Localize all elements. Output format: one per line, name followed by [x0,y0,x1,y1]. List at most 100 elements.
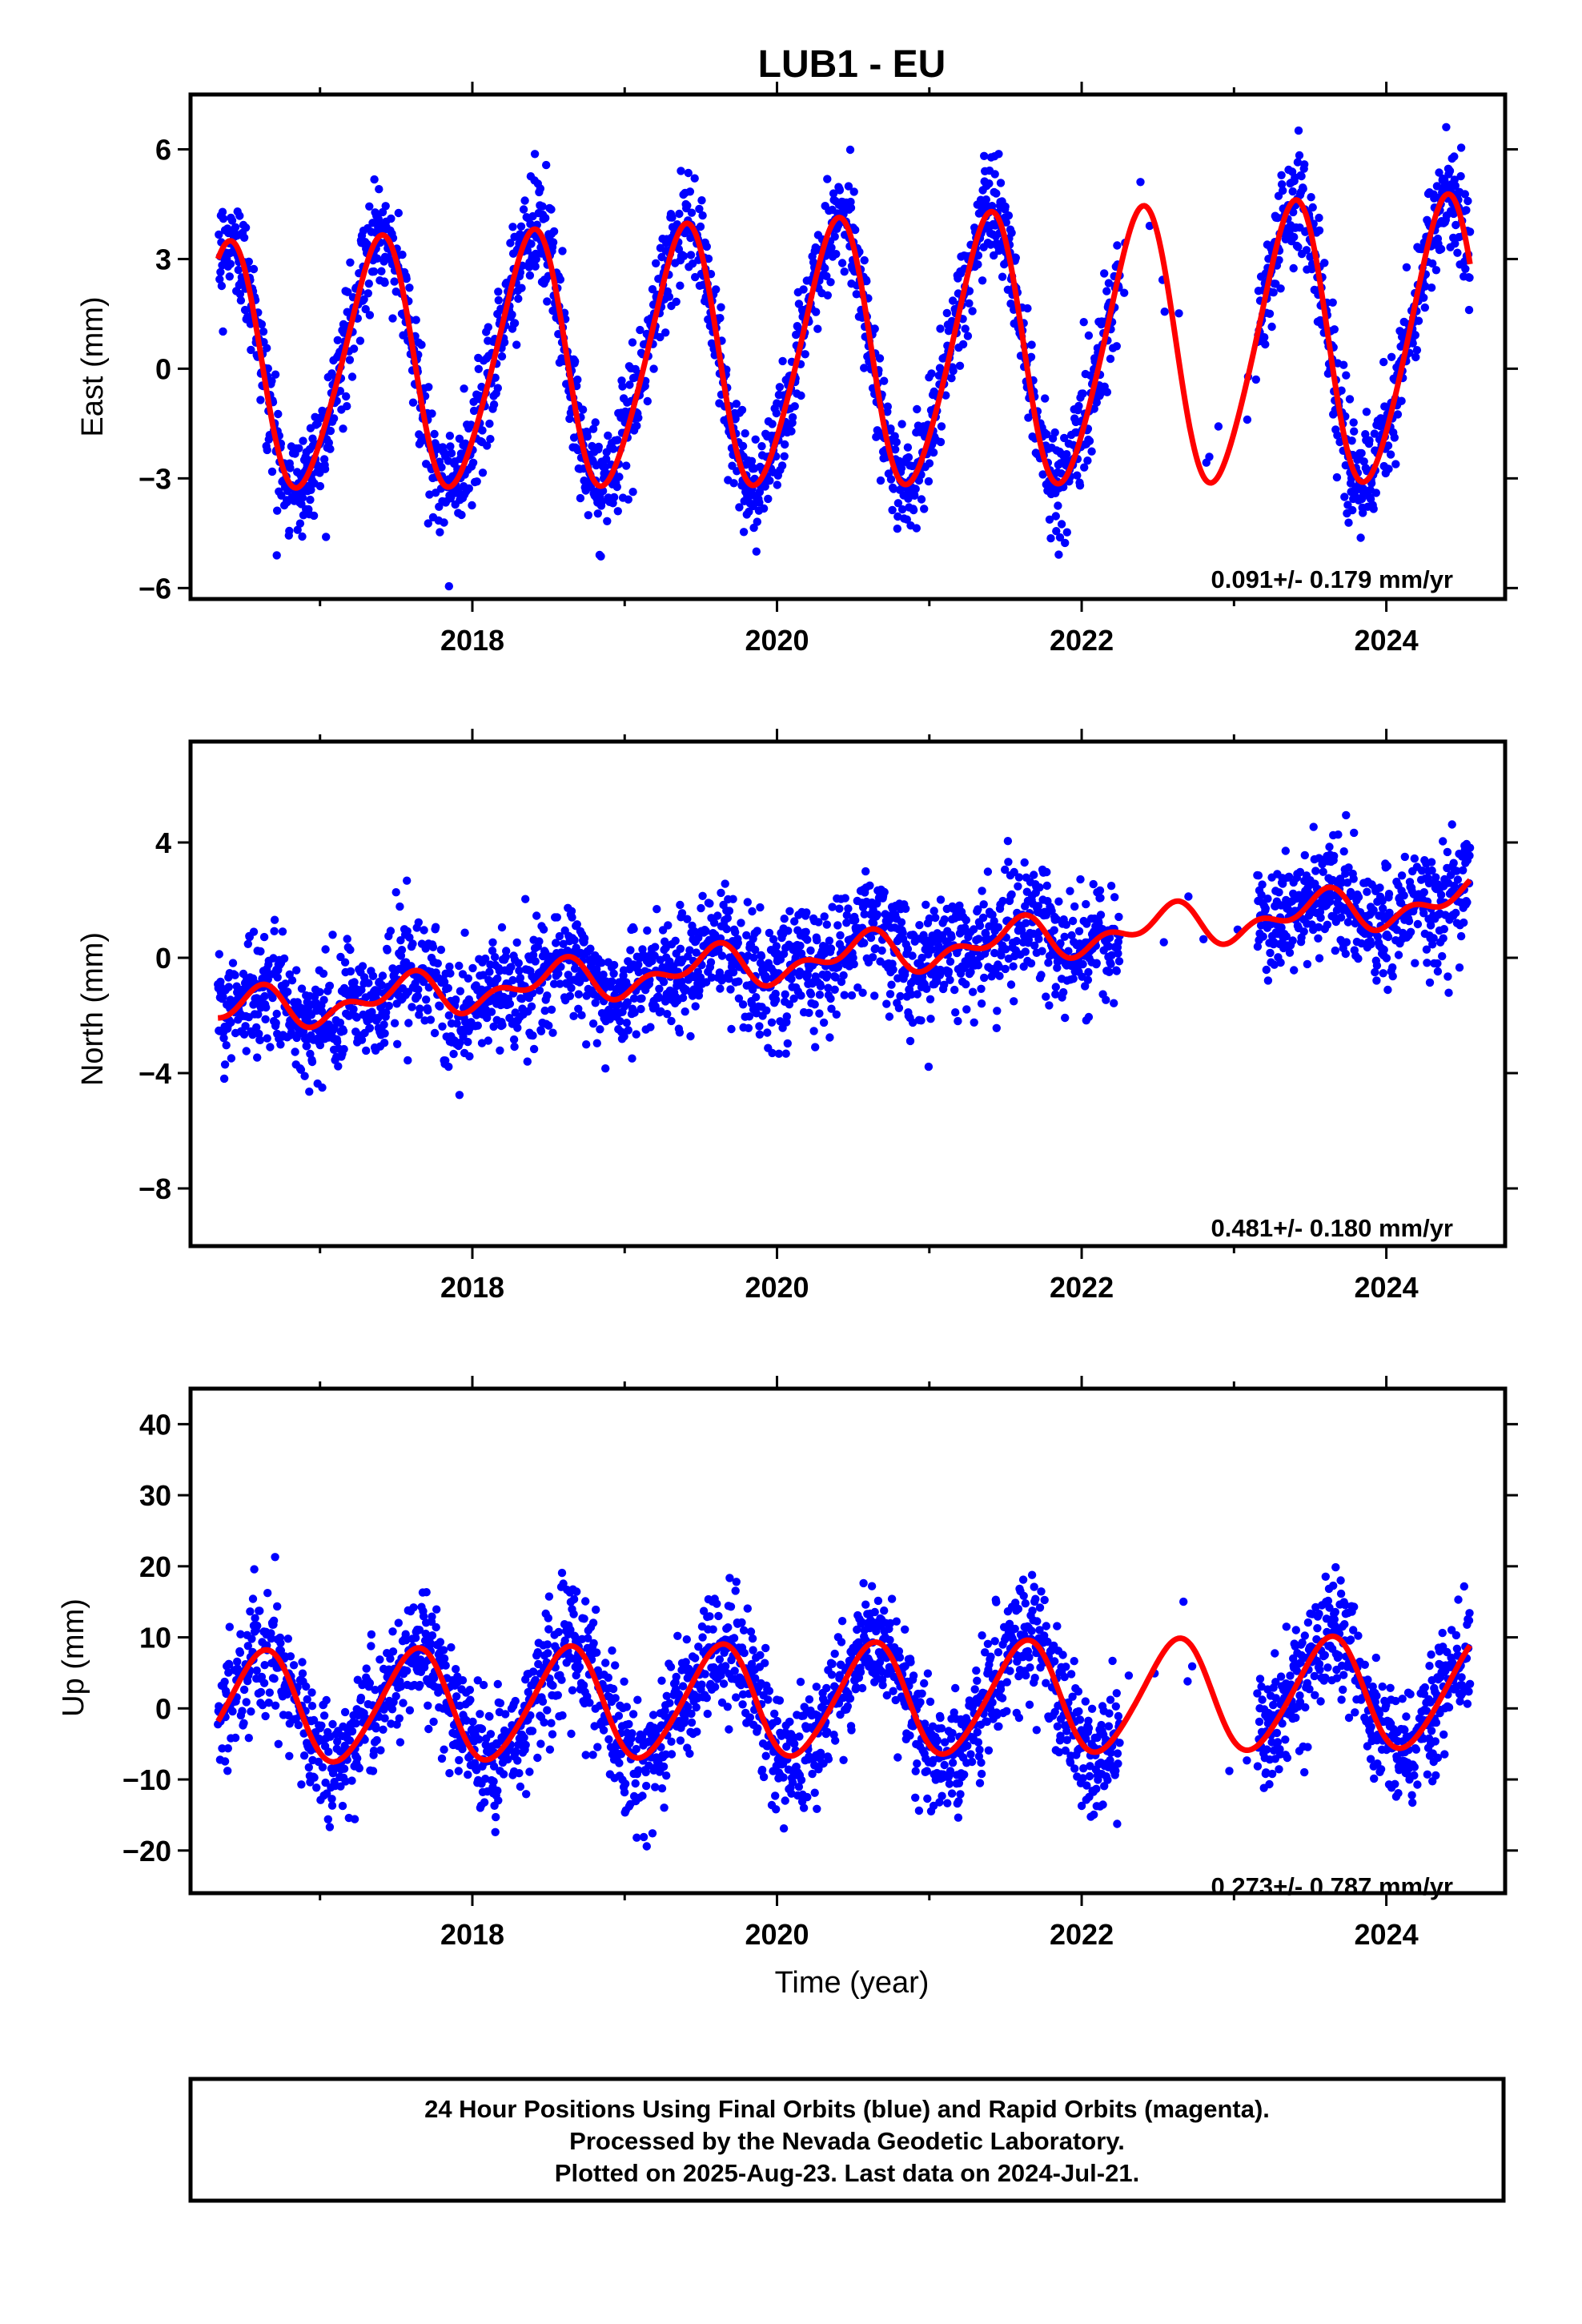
east-data-point [1074,401,1083,411]
north-x-tick-label: 2024 [1355,1271,1419,1304]
east-data-point [991,221,1000,230]
east-data-point [1295,151,1304,160]
north-data-point [828,903,837,911]
east-data-point [549,227,559,236]
north-data-point [488,938,497,947]
north-data-point [651,943,660,951]
north-data-point [698,891,707,901]
east-data-point [263,445,271,455]
north-data-point [622,1019,631,1027]
north-data-point [436,945,446,955]
north-data-point [671,936,680,946]
east-data-point [1205,452,1214,461]
north-data-point [396,902,404,911]
east-data-point [497,352,507,361]
east-data-point [982,195,991,204]
north-data-point [319,969,328,979]
north-data-point [490,952,500,962]
up-data-point [246,1607,255,1616]
east-data-point [267,376,276,385]
east-data-point [326,426,335,436]
north-data-point [377,981,387,990]
north-data-point [844,904,853,913]
north-data-point [1266,948,1275,958]
north-data-point [620,1032,628,1041]
east-data-point [739,528,749,537]
north-data-point [774,1049,784,1059]
north-data-point [840,991,849,999]
north-data-point [781,990,789,999]
north-data-point [227,1054,236,1063]
east-data-point [990,170,999,179]
east-data-point [234,265,243,275]
east-data-point [628,338,637,347]
north-data-point [547,1005,556,1015]
east-data-point [827,243,836,252]
north-data-point [517,995,527,1003]
north-data-point [1400,852,1410,862]
north-data-point [386,927,396,935]
east-data-point [1432,182,1442,191]
north-data-point [1076,875,1085,884]
north-data-point [1092,959,1102,967]
north-data-point [887,980,896,989]
north-data-point [651,1002,660,1011]
east-data-point [883,402,893,411]
north-data-point [364,979,373,987]
north-data-point [262,1003,271,1012]
east-data-point [846,203,856,212]
north-data-point [1070,902,1079,911]
east-data-point [625,380,634,389]
north-data-point [271,1019,280,1027]
up-panel: Up (mm) 2018 2020 2022 2024403020100−10−20 … [57,1376,1518,1951]
north-data-point [1465,851,1474,860]
north-data-point [488,947,497,955]
north-data-point [1020,858,1029,867]
north-data-point [362,1046,371,1055]
north-data-point [815,991,825,999]
north-data-point [1262,965,1271,975]
up-data-point [271,1701,280,1710]
east-data-point [249,264,259,274]
north-data-point [263,1034,271,1043]
north-data-point [734,977,743,986]
north-data-point [379,1020,388,1029]
east-data-point [365,311,375,320]
north-data-point [731,927,740,937]
east-data-point [475,391,484,400]
east-data-point [676,281,685,290]
east-data-point [675,209,684,219]
east-data-point [735,503,744,512]
east-data-point [777,461,787,470]
east-data-point [958,340,968,349]
east-data-point [998,272,1007,281]
north-data-point [505,999,515,1008]
north-data-point [608,977,616,986]
north-data-point [661,997,670,1006]
east-data-point [910,491,919,500]
north-data-point [577,1011,586,1019]
north-data-point [241,1022,250,1031]
north-data-point [1444,988,1453,997]
north-data-point [1330,851,1339,861]
up-data-point [260,1661,269,1670]
east-data-point [1393,410,1403,419]
east-data-point [474,364,483,373]
north-data-point [1110,893,1119,902]
north-data-point [745,1012,754,1021]
east-data-point [486,435,495,444]
north-data-point [1379,969,1387,978]
east-data-point [1402,263,1411,271]
east-data-point [1420,303,1430,312]
north-data-point [1114,957,1124,966]
east-data-point [893,499,903,508]
east-data-point [1431,266,1441,275]
east-data-point [648,285,657,294]
north-data-point [255,1035,265,1045]
north-data-point [756,903,765,912]
north-data-point [921,900,930,910]
up-data-point [265,1688,274,1697]
east-data-point [324,438,333,448]
east-data-point [412,316,420,324]
north-data-point [1342,810,1351,820]
